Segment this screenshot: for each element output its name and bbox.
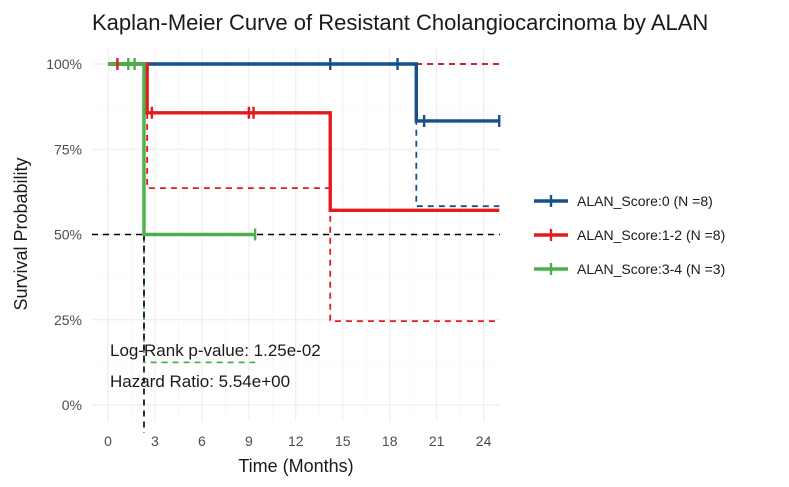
legend-label: ALAN_Score:1-2 (N =8) [577,227,725,243]
x-tick-label: 12 [288,433,304,449]
y-tick-label: 25% [54,312,82,328]
censor-marks [116,58,501,241]
chart-title: Kaplan-Meier Curve of Resistant Cholangi… [92,10,708,35]
x-tick-label: 3 [151,433,159,449]
hazard-ratio-annotation: Hazard Ratio: 5.54e+00 [110,372,290,391]
y-tick-label: 100% [46,56,82,72]
x-tick-label: 15 [335,433,351,449]
x-axis-title: Time (Months) [238,456,353,476]
ci-line [108,63,500,323]
x-tick-label: 6 [198,433,206,449]
x-tick-label: 21 [429,433,445,449]
x-tick-label: 24 [476,433,492,449]
x-tick-label: 9 [245,433,253,449]
logrank-annotation: Log-Rank p-value: 1.25e-02 [110,341,321,360]
x-tick-label: 0 [104,433,112,449]
annotations: Log-Rank p-value: 1.25e-02 Hazard Ratio:… [110,341,321,391]
survival-curve [108,62,256,237]
legend: ALAN_Score:0 (N =8) ALAN_Score:1-2 (N =8)… [534,193,725,277]
y-tick-label: 50% [54,227,82,243]
survival-curves [108,62,500,237]
y-axis-title: Survival Probability [11,157,31,310]
legend-label: ALAN_Score:0 (N =8) [577,193,713,209]
y-tick-label: 0% [62,397,82,413]
y-tick-label: 75% [54,141,82,157]
axis-ticks: 0% 25% 50% 75% 100% 0 3 6 9 12 15 18 21 24 [46,56,491,449]
x-tick-label: 18 [382,433,398,449]
ci-line [108,63,256,364]
survival-curve [108,62,500,123]
legend-label: ALAN_Score:3-4 (N =3) [577,261,725,277]
